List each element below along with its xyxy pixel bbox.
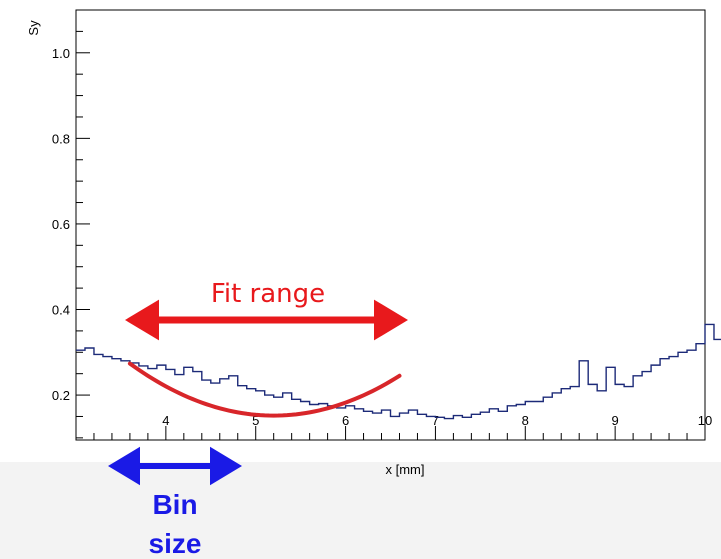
y-tick-label: 0.8: [52, 131, 70, 146]
fit-range-label: Fit range: [211, 279, 325, 309]
y-tick-label: 0.6: [52, 217, 70, 232]
plot-frame: [75, 9, 706, 441]
fit-range-arrow: [125, 299, 408, 341]
x-axis-label: x [mm]: [386, 462, 425, 477]
x-tick-label: 10: [698, 413, 712, 428]
bin-size-arrow-head-right: [210, 446, 242, 486]
bin-size-arrow-head-left: [108, 446, 140, 486]
y-tick-label: 0.4: [52, 303, 70, 318]
x-tick-label: 4: [162, 413, 169, 428]
x-tick-label: 5: [252, 413, 259, 428]
x-tick-label: 8: [522, 413, 529, 428]
x-tick-label: 6: [342, 413, 349, 428]
fit-range-arrow-head-right: [374, 299, 408, 341]
bin-size-label-line1: Bin: [152, 489, 197, 520]
y-axis-label: Sy: [26, 20, 41, 36]
fit-curve: [127, 361, 402, 418]
bin-size-label-line2: size: [149, 528, 202, 559]
fit-range-arrow-head-left: [125, 299, 159, 341]
y-tick-label: 0.2: [52, 388, 70, 403]
x-tick-label: 7: [432, 413, 439, 428]
bottom-band: [0, 462, 721, 559]
bin-size-arrow: [108, 446, 242, 486]
x-tick-label: 9: [612, 413, 619, 428]
histogram-series: [76, 323, 721, 420]
y-tick-label: 1.0: [52, 46, 70, 61]
